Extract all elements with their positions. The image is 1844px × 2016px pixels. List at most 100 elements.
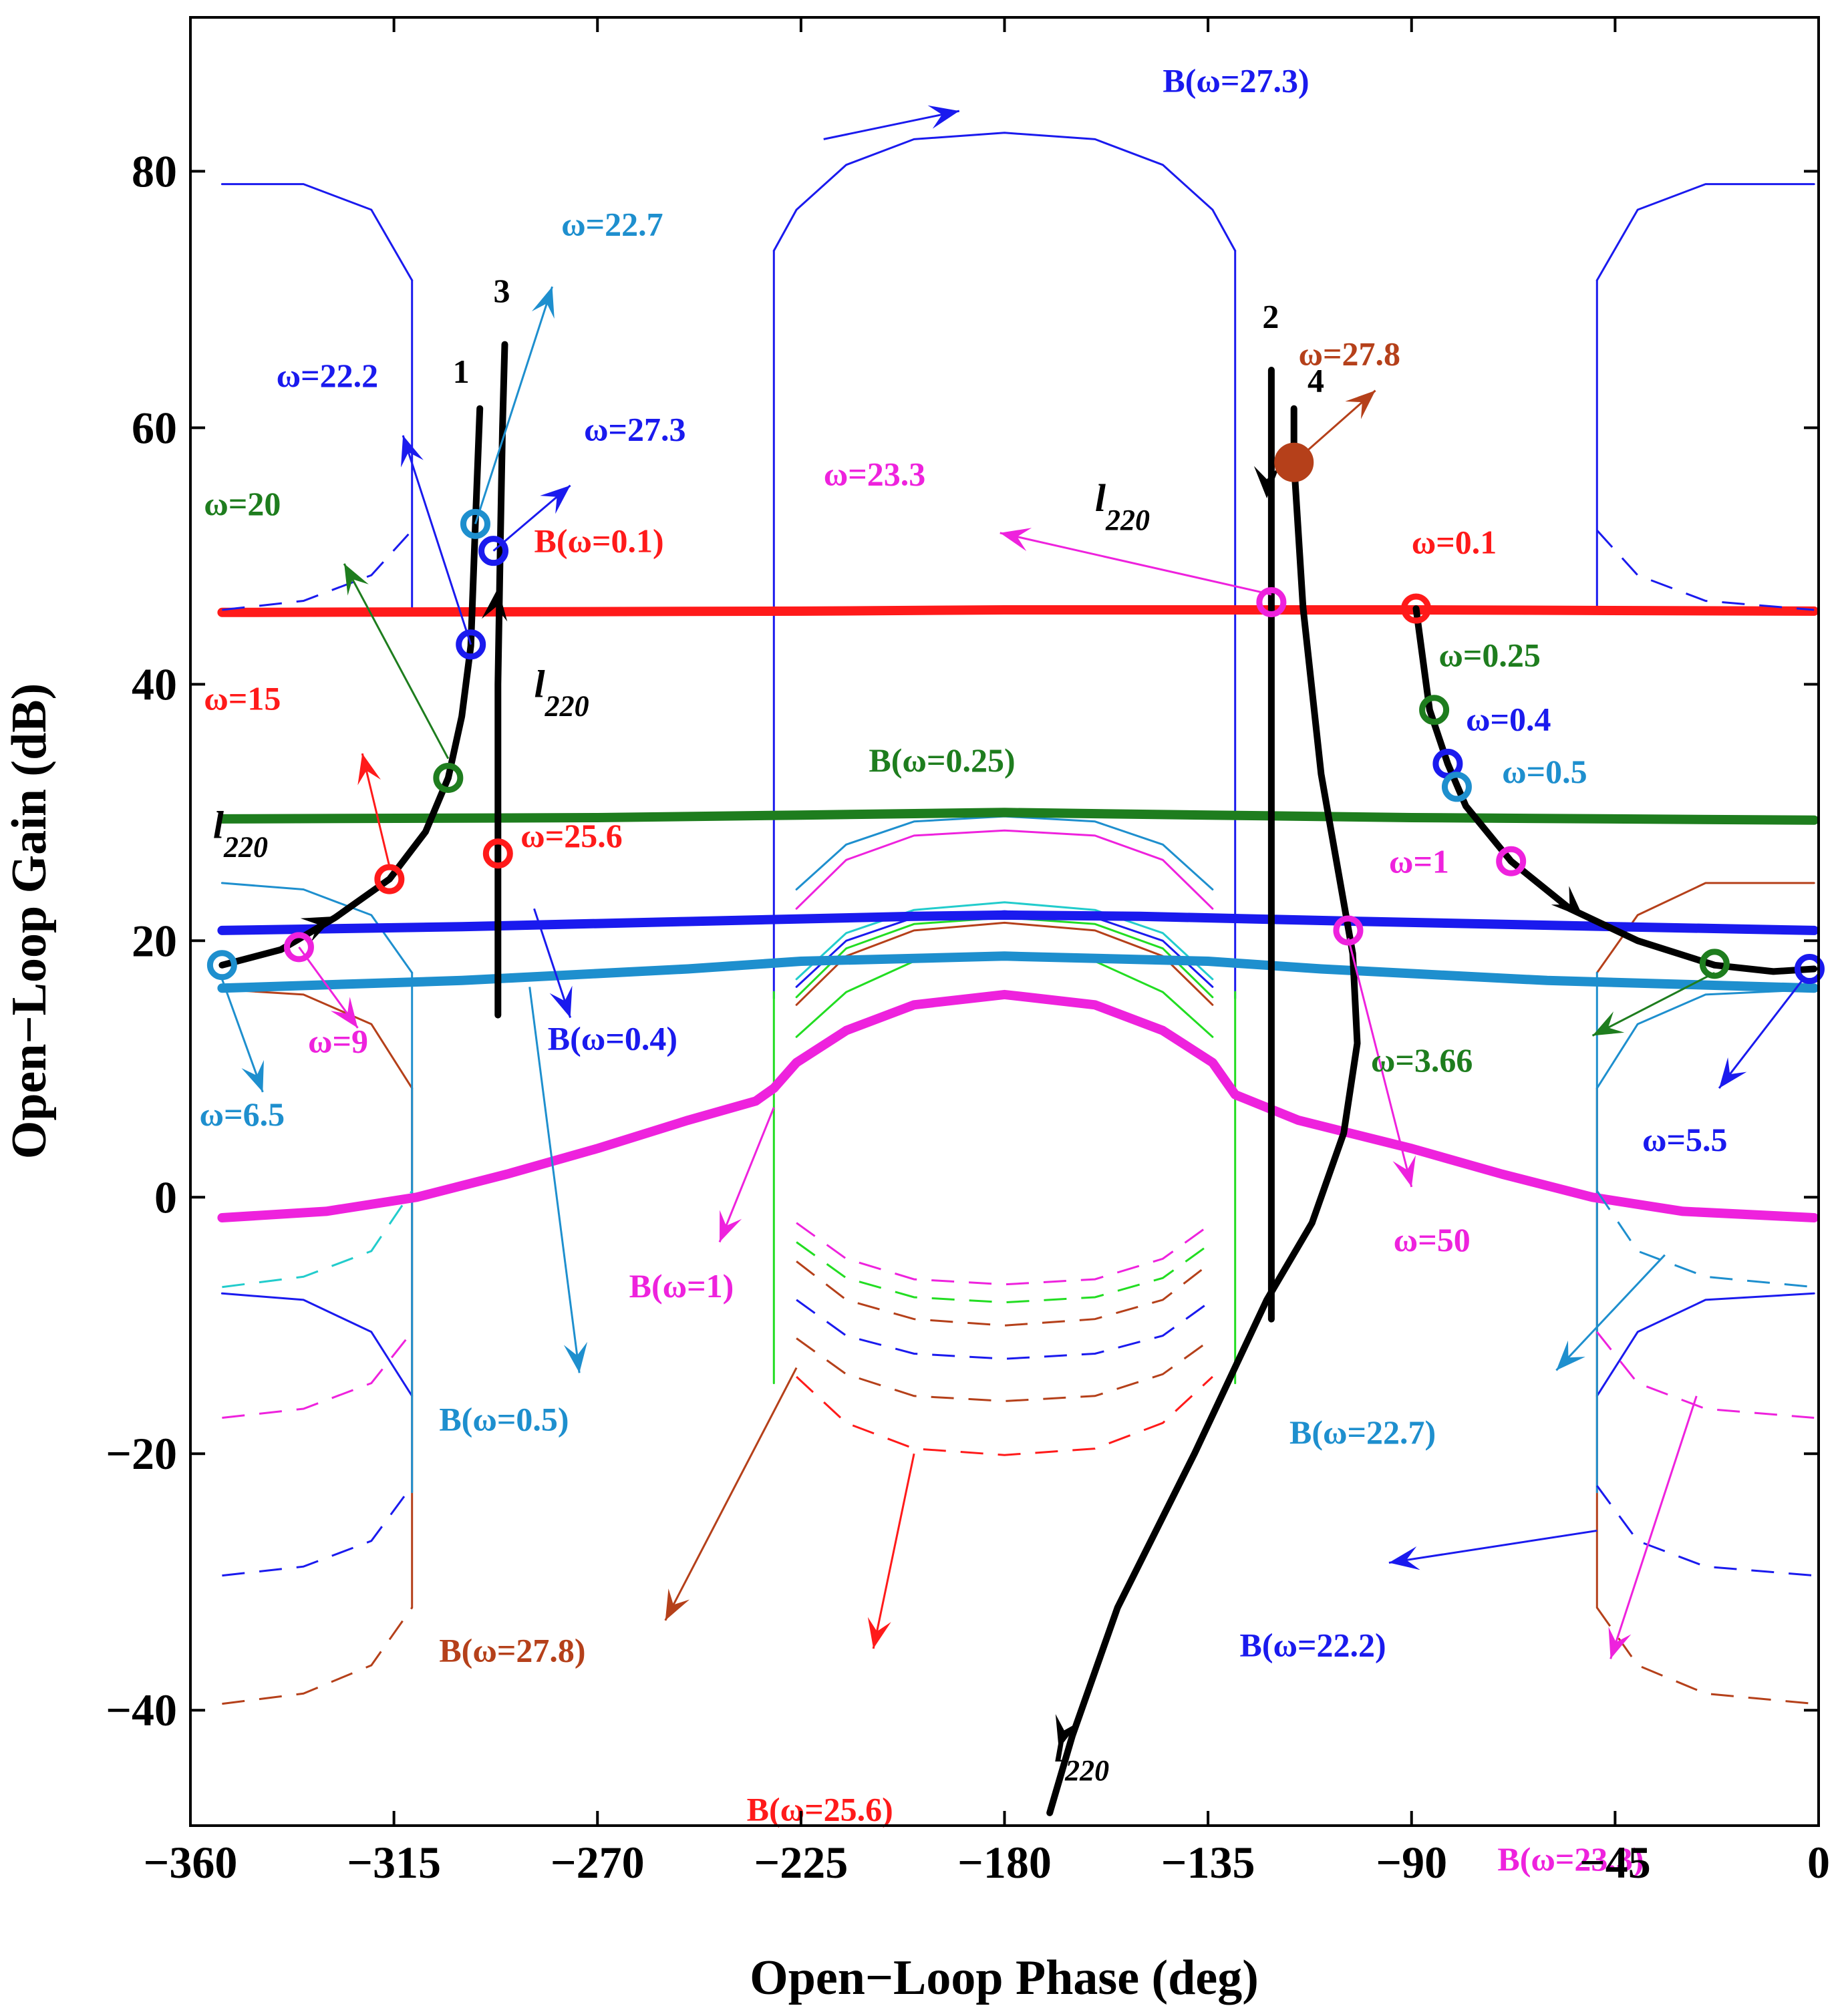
- annotation-label: ω=9: [308, 1022, 368, 1059]
- x-tick-label: −90: [1376, 1837, 1447, 1888]
- x-tick-label: −270: [551, 1837, 645, 1888]
- pointer-arrow-line: [533, 908, 572, 1018]
- pointer-arrow-line: [823, 110, 960, 140]
- loop-direction-arrowhead: [1551, 886, 1583, 918]
- pointer-arrow-line: [1555, 1254, 1666, 1371]
- dashed-boundary-line: [796, 1337, 1213, 1403]
- pointer-arrow-line: [872, 1453, 915, 1649]
- x-tick-label: −180: [957, 1837, 1052, 1888]
- curve-number-label: 2: [1262, 298, 1279, 335]
- pointer-arrow-line: [1591, 971, 1715, 1037]
- loop-layer: [218, 341, 1818, 1816]
- curve-number-label: 1: [453, 353, 470, 390]
- dashed-boundary-line: [796, 1261, 1213, 1327]
- pointer-arrowhead: [1556, 1340, 1585, 1371]
- pointer-arrow-line: [1388, 1529, 1597, 1564]
- pointer-arrowhead: [549, 985, 573, 1018]
- frequency-marker: [456, 629, 486, 660]
- annotation-label: ω=25.6: [520, 817, 623, 854]
- annotation-label: ω=1: [1389, 843, 1449, 880]
- pointer-arrow-line: [402, 435, 472, 645]
- l220-label-base: l: [213, 804, 224, 847]
- l220-label: l220: [213, 804, 268, 864]
- pointer-arrowhead: [1000, 528, 1032, 552]
- dashed-boundary-line: [1596, 1331, 1815, 1419]
- loop-curve-right: [1412, 605, 1818, 975]
- annotation-label: ω=0.5: [1502, 753, 1587, 790]
- frequency-marker: [1256, 586, 1287, 617]
- dashed-boundary-line: [796, 1299, 1213, 1360]
- y-tick-label: 60: [132, 402, 177, 453]
- boundary-line: [1595, 183, 1815, 282]
- x-axis-title: Open−Loop Phase (deg): [750, 1951, 1259, 2005]
- pointer-arrowhead: [330, 997, 358, 1028]
- boundary-line: [795, 901, 1214, 981]
- marker-layer: [206, 442, 1825, 985]
- boundary-line: [217, 910, 1819, 935]
- loop-curve-1: [218, 405, 484, 969]
- annotation-label: B(ω=0.5): [439, 1401, 569, 1438]
- loop-curve-4: [1046, 405, 1361, 1816]
- x-tick-label: −315: [347, 1837, 441, 1888]
- annotation-label: B(ω=27.3): [1163, 61, 1309, 99]
- pointer-arrowhead: [344, 563, 369, 596]
- annotation-label: B(ω=23.3): [1497, 1840, 1644, 1878]
- dashed-boundary-line: [222, 1607, 413, 1705]
- l220-label-base: l: [1095, 476, 1106, 520]
- pointer-arrow-line: [664, 1367, 798, 1621]
- annotation-label: B(ω=22.7): [1289, 1413, 1436, 1451]
- boundary-layer: [217, 132, 1819, 1609]
- boundary-line: [217, 808, 1819, 825]
- dashed-boundary-line: [222, 529, 413, 611]
- y-tick-label: 40: [132, 659, 177, 709]
- frequency-marker: [1441, 772, 1472, 802]
- annotation-label: B(ω=27.8): [439, 1631, 585, 1669]
- loop-direction-arrowhead: [1253, 466, 1280, 498]
- x-tick-label: −135: [1161, 1837, 1255, 1888]
- pointer-arrowhead: [1388, 1546, 1420, 1570]
- pointer-arrowhead: [927, 105, 959, 129]
- pointer-arrowhead: [1608, 1627, 1632, 1659]
- dashed-boundary-line: [222, 1331, 413, 1419]
- dashed-boundary-line: [796, 1375, 1213, 1456]
- x-tick-label: −225: [754, 1837, 849, 1888]
- boundary-line: [220, 988, 414, 1089]
- pointer-arrowhead: [241, 1059, 264, 1092]
- dashed-boundary-line: [796, 1222, 1213, 1286]
- pointer-arrow-line: [361, 753, 391, 867]
- annotation-label: ω=22.2: [277, 357, 379, 394]
- pointer-arrow-line: [1718, 976, 1806, 1089]
- dashed-boundary-line: [222, 1485, 413, 1577]
- frequency-marker: [1333, 915, 1364, 946]
- pointer-arrow-line: [1609, 1395, 1698, 1659]
- boundary-line: [795, 829, 1214, 910]
- loop-curve-3: [494, 341, 508, 1019]
- boundary-line: [1595, 988, 1815, 1089]
- dashed-boundary-line: [1596, 1607, 1815, 1705]
- pointer-arrowhead: [1345, 390, 1376, 419]
- l220-label: l220: [1095, 476, 1150, 536]
- dashed-boundary-line: [222, 1190, 413, 1289]
- l220-label-base: l: [534, 663, 545, 706]
- annotation-label: ω=22.7: [561, 205, 663, 242]
- frequency-marker: [283, 932, 314, 963]
- boundary-line: [1595, 882, 1815, 974]
- y-tick-label: −20: [106, 1428, 177, 1479]
- y-axis-title: Open−Loop Gain (dB): [2, 683, 57, 1159]
- l220-label: l220: [534, 663, 589, 723]
- frequency-marker: [460, 508, 490, 539]
- pointer-arrowhead: [563, 1341, 588, 1373]
- l220-label-subscript: 220: [545, 690, 589, 723]
- annotation-label: B(ω=0.1): [534, 522, 663, 560]
- annotation-label: B(ω=0.25): [869, 741, 1015, 779]
- pointer-arrowhead: [357, 753, 381, 786]
- boundary-line: [217, 951, 1819, 993]
- dashed-boundary-line: [796, 1241, 1213, 1304]
- l220-label-base: l: [1054, 1727, 1066, 1770]
- frequency-marker: [1496, 846, 1527, 876]
- annotation-label: B(ω=0.4): [548, 1019, 677, 1057]
- axes-layer: −360 −315 −270 −225 −180 −135 −90 −45 0 −40 −20 0 20…: [106, 17, 1830, 1888]
- pointer-arrow-line: [220, 979, 264, 1093]
- frequency-marker: [1401, 593, 1432, 624]
